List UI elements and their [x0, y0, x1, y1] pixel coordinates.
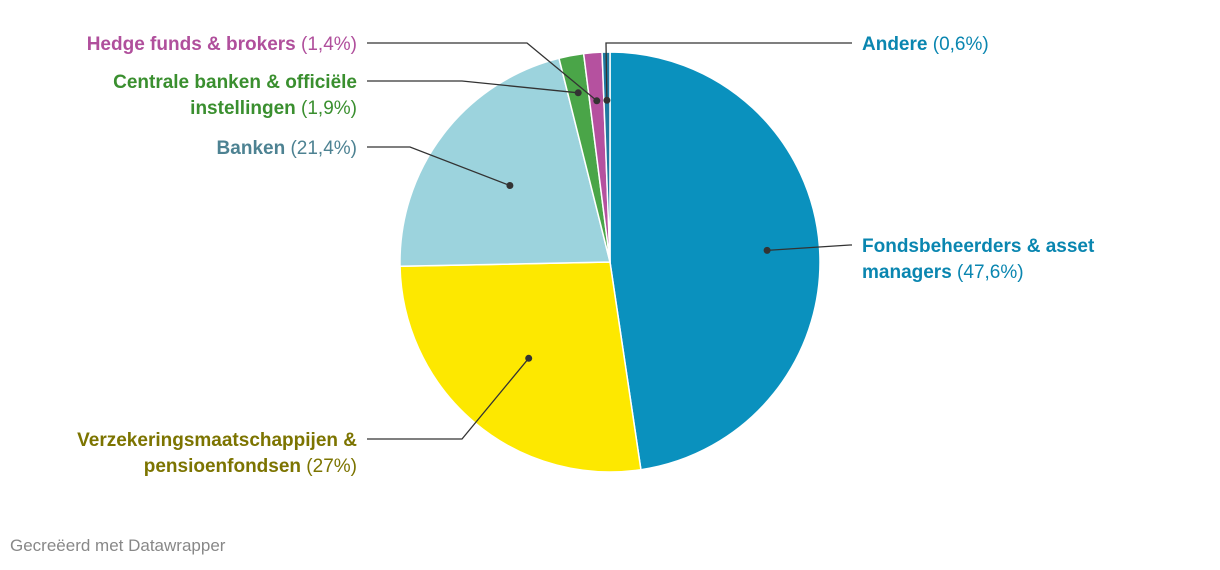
slice-label-hedge-funds-brokers: Hedge funds & brokers (1,4%)	[87, 34, 357, 55]
credit-footer: Gecreëerd met Datawrapper	[10, 536, 226, 555]
slice-label-andere: Andere (0,6%)	[862, 34, 989, 55]
pie-slice-banken	[399, 57, 611, 268]
leader-line-verzekeringsmaatschappijen-pensioenfondsen	[367, 357, 530, 440]
slice-labels: Fondsbeheerders & asset managers (47,6%) V…	[77, 34, 1095, 477]
leader-dot-andere	[603, 96, 611, 104]
pie-slice-fondsbeheerders-asset-managers	[609, 51, 821, 471]
slice-value-andere: (0,6%)	[927, 34, 988, 55]
pie-slices	[399, 51, 821, 473]
leader-line-centrale-banken-offici-le-instellingen	[367, 80, 579, 94]
leader-dot-centrale-banken-offici-le-instellingen	[574, 89, 582, 97]
slice-value-banken: (21,4%)	[285, 138, 357, 159]
leader-dot-fondsbeheerders-asset-managers	[763, 246, 771, 254]
slice-label-banken: Banken (21,4%)	[217, 138, 357, 159]
slice-value-verzekeringsmaatschappijen-pensioenfondsen: (27%)	[301, 456, 357, 477]
slice-label-fondsbeheerders-asset-managers: Fondsbeheerders & asset managers (47,6%)	[862, 236, 1095, 283]
slice-value-hedge-funds-brokers: (1,4%)	[296, 34, 357, 55]
leader-dot-hedge-funds-brokers	[593, 97, 601, 105]
slice-label-verzekeringsmaatschappijen-pensioenfondsen: Verzekeringsmaatschappijen & pensioenfond…	[77, 430, 357, 477]
slice-value-fondsbeheerders-asset-managers: (47,6%)	[952, 262, 1024, 283]
leader-line-andere	[605, 42, 852, 101]
slice-label-centrale-banken-offici-le-instellingen: Centrale banken & officiële instellingen …	[113, 72, 357, 119]
leader-line-fondsbeheerders-asset-managers	[767, 244, 852, 252]
leader-line-hedge-funds-brokers	[367, 42, 598, 102]
leader-dot-banken	[506, 182, 514, 189]
leader-line-banken	[367, 146, 511, 187]
leader-lines	[367, 42, 852, 440]
slice-value-centrale-banken-offici-le-instellingen: (1,9%)	[296, 98, 357, 119]
leader-dot-verzekeringsmaatschappijen-pensioenfondsen	[525, 354, 533, 362]
pie-slice-verzekeringsmaatschappijen-pensioenfondsen	[399, 261, 642, 473]
